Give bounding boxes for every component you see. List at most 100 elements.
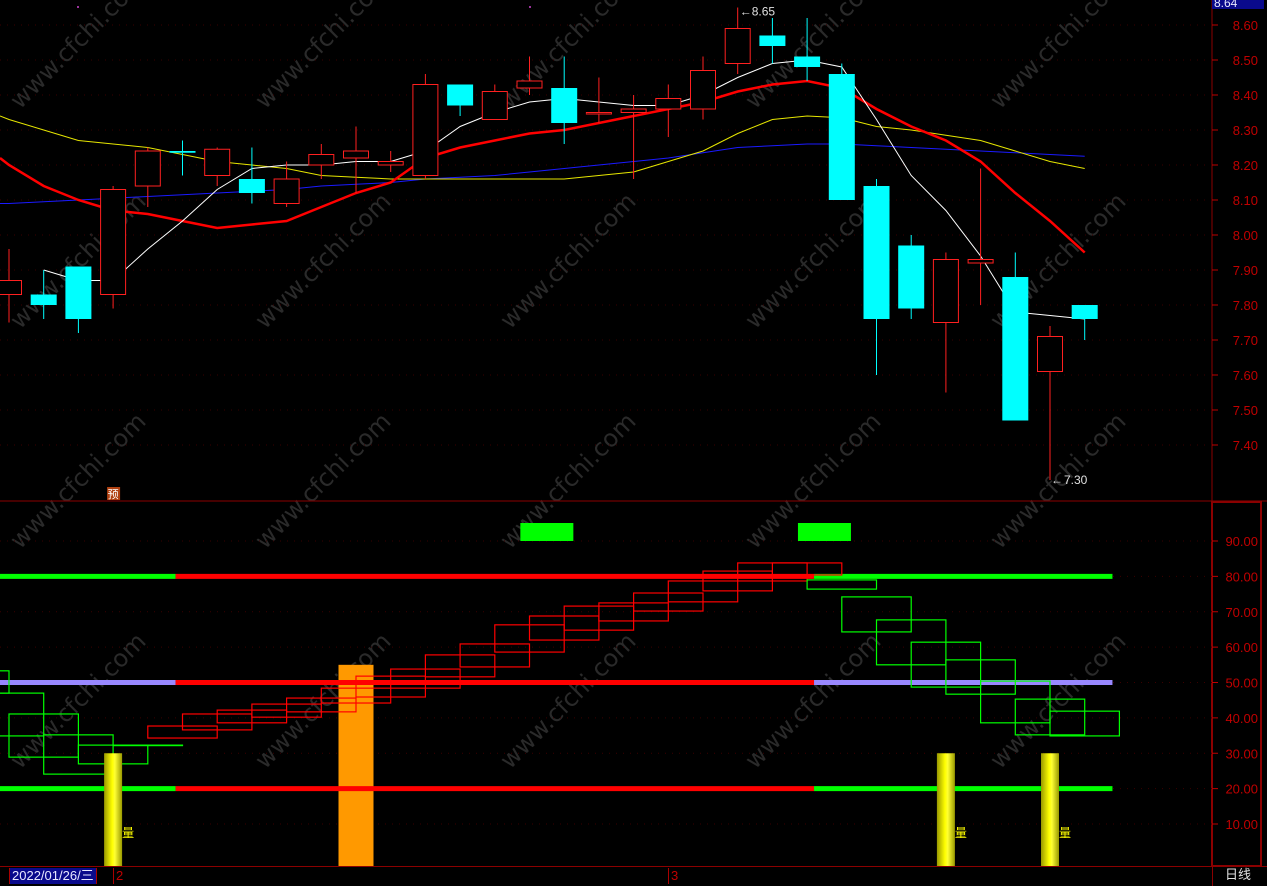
candle xyxy=(481,84,508,120)
price-tick-label: 8.00 xyxy=(1233,228,1258,243)
watermark-text: www.cfchi.com xyxy=(984,0,1131,114)
indicator-box xyxy=(771,562,843,576)
volume-bar-label: 量 xyxy=(1059,826,1071,840)
candle xyxy=(30,270,57,319)
candle-body xyxy=(308,154,335,166)
candle-body xyxy=(30,294,57,305)
low-price-marker: ← xyxy=(1051,473,1063,487)
watermark-text: www.cfchi.com xyxy=(249,407,396,554)
candle xyxy=(655,84,682,137)
indicator-tick-label: 60.00 xyxy=(1225,640,1258,655)
price-tick-label: 7.50 xyxy=(1233,403,1258,418)
price-tick-label: 7.40 xyxy=(1233,438,1258,453)
candle-body xyxy=(377,161,404,166)
candle xyxy=(863,179,890,375)
price-tick-label: 8.20 xyxy=(1233,158,1258,173)
cursor-date: 2022/01/26/三 xyxy=(9,868,97,884)
band-line-20 xyxy=(814,786,1113,792)
candle xyxy=(308,144,335,179)
candle xyxy=(724,7,751,74)
price-tick-label: 7.80 xyxy=(1233,298,1258,313)
yellow-volume-bar xyxy=(1041,753,1059,866)
candle xyxy=(794,18,821,81)
candle-body xyxy=(794,56,821,67)
price-tick-label: 8.50 xyxy=(1233,53,1258,68)
forecast-badge xyxy=(107,487,121,500)
stock-chart[interactable]: www.cfchi.com www.cfchi.com www.cfchi.com w… xyxy=(0,0,1267,866)
candle-body xyxy=(1071,305,1098,319)
ma20-line xyxy=(0,115,1085,180)
indicator-tick-label: 80.00 xyxy=(1225,569,1258,584)
candle-body xyxy=(343,150,369,159)
candle xyxy=(690,56,716,120)
high-price-label: 8.65 xyxy=(752,5,776,19)
candle-body xyxy=(828,74,855,200)
candle xyxy=(273,161,300,207)
signal-block xyxy=(797,523,851,541)
volume-bar-label: 量 xyxy=(122,826,134,840)
candle xyxy=(238,147,265,204)
candle-body xyxy=(0,280,22,295)
candle-body xyxy=(1002,277,1029,421)
band-line-80 xyxy=(175,573,815,579)
candle-body xyxy=(412,84,439,176)
watermark-text: www.cfchi.com xyxy=(494,627,641,774)
candle xyxy=(65,266,92,333)
candle-body xyxy=(100,189,127,295)
watermark-text: www.cfchi.com xyxy=(249,627,396,774)
candle xyxy=(0,249,22,323)
time-axis-bar: 2022/01/26/三 2 3 日线 xyxy=(0,866,1267,886)
candle-body xyxy=(169,151,196,153)
indicator-tick-label: 20.00 xyxy=(1225,782,1258,797)
candle xyxy=(516,56,543,95)
yellow-volume-bar xyxy=(104,753,123,866)
price-tick-label: 8.40 xyxy=(1233,88,1258,103)
candle xyxy=(134,147,161,207)
watermark-text: www.cfchi.com xyxy=(249,187,396,334)
candle xyxy=(828,63,855,200)
high-price-marker: ← xyxy=(740,5,753,19)
candle-body xyxy=(863,186,890,319)
band-line-20 xyxy=(0,786,176,792)
indicator-tick-label: 50.00 xyxy=(1225,676,1258,691)
candle-body xyxy=(481,91,508,120)
candle xyxy=(551,56,578,144)
signal-block xyxy=(520,523,574,541)
candle xyxy=(898,235,925,319)
candle-body xyxy=(967,259,994,264)
period-selector[interactable]: 日线 xyxy=(1212,867,1263,886)
candle xyxy=(377,151,404,172)
band-line-50 xyxy=(0,680,176,685)
price-tick-label: 8.10 xyxy=(1233,193,1258,208)
band-line-80 xyxy=(814,573,1113,579)
month-marker-mar: 3 xyxy=(668,868,678,884)
watermark-text: www.cfchi.com xyxy=(494,187,641,334)
indicator-tick-label: 70.00 xyxy=(1225,605,1258,620)
price-tick-label: 7.70 xyxy=(1233,333,1258,348)
band-line-50 xyxy=(175,680,815,685)
candle-body xyxy=(204,148,231,176)
indicator-box xyxy=(0,670,10,694)
indicator-tick-label: 40.00 xyxy=(1225,711,1258,726)
yellow-volume-bar xyxy=(936,753,955,866)
candle xyxy=(343,126,369,193)
indicator-tick-label: 10.00 xyxy=(1225,817,1258,832)
price-tick-label: 8.30 xyxy=(1233,123,1258,138)
candle-body xyxy=(932,259,959,323)
candle-body xyxy=(620,108,647,113)
candle-body xyxy=(273,178,300,204)
candle-body xyxy=(134,150,161,187)
candle-body xyxy=(65,266,92,319)
price-tick-label: 7.60 xyxy=(1233,368,1258,383)
candle-body xyxy=(585,112,612,115)
watermark-text: www.cfchi.com xyxy=(249,0,396,114)
candle-body xyxy=(1037,336,1063,372)
indicator-box xyxy=(1049,710,1121,737)
candle xyxy=(169,140,196,176)
candle-body xyxy=(447,84,474,106)
candle-body xyxy=(655,98,682,110)
ma60-line xyxy=(0,143,1085,204)
candle xyxy=(585,77,612,123)
watermark-text: www.cfchi.com xyxy=(984,627,1131,774)
forecast-badge-label: 预 xyxy=(108,488,119,501)
